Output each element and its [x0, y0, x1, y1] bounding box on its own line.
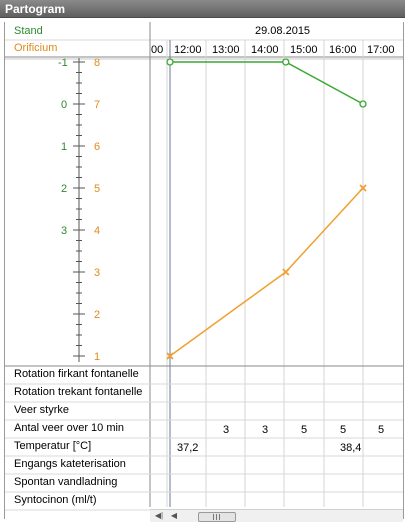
scrollbar-grip-icon: [213, 514, 222, 520]
table-cell-value: 5: [301, 424, 307, 436]
table-row-label: Temperatur [°C]: [14, 440, 92, 452]
stand-tick-label: -1: [58, 57, 68, 69]
stand-tick-label: 1: [61, 141, 67, 153]
x-tick-label: 13:00: [212, 44, 240, 56]
table-row-label: Rotation trekant fontanelle: [14, 386, 143, 398]
x-tick-label: 00: [151, 44, 163, 56]
table-cell-value: 3: [262, 424, 268, 436]
stand-point: [359, 100, 367, 108]
window-titlebar: Partogram: [0, 0, 405, 18]
x-tick-label: 14:00: [251, 44, 279, 56]
table-cell-value: 3: [223, 424, 229, 436]
orificium-point: [359, 184, 367, 192]
stand-tick-label: 3: [61, 225, 67, 237]
scroll-first-icon[interactable]: ◀|: [154, 511, 164, 520]
orificium-legend-label: Orificium: [14, 42, 58, 54]
table-row-label: Rotation firkant fontanelle: [14, 368, 139, 380]
table-cell-value: 37,2: [177, 442, 198, 454]
table-row-label: Engangs kateterisation: [14, 458, 126, 470]
orificium-tick-label: 8: [94, 57, 100, 69]
stand-series-line: [170, 61, 364, 105]
orificium-tick-label: 2: [94, 309, 100, 321]
orificium-point: [282, 268, 290, 276]
x-tick-label: 15:00: [290, 44, 318, 56]
table-row-label: Spontan vandladning: [14, 476, 118, 488]
stand-point: [282, 58, 290, 66]
orificium-tick-label: 6: [94, 141, 100, 153]
orificium-tick-label: 1: [94, 351, 100, 363]
stand-point: [166, 58, 174, 66]
table-row-label: Veer styrke: [14, 404, 70, 416]
window-title: Partogram: [5, 2, 66, 16]
stand-tick-label: 0: [61, 99, 67, 111]
table-cell-value: 38,4: [340, 442, 361, 454]
partogram-frame: [4, 22, 404, 519]
orificium-point: [166, 352, 174, 360]
orificium-tick-label: 7: [94, 99, 100, 111]
date-header: 29.08.2015: [255, 25, 311, 37]
table-row-label: Antal veer over 10 min: [14, 422, 125, 434]
x-tick-label: 12:00: [174, 44, 202, 56]
stand-tick-label: 2: [61, 183, 67, 195]
stand-legend-label: Stand: [14, 25, 43, 37]
x-tick-label: 16:00: [329, 44, 357, 56]
horizontal-scrollbar[interactable]: ◀| ◀: [150, 509, 403, 522]
scroll-left-icon[interactable]: ◀: [170, 511, 178, 520]
orificium-series-line: [169, 187, 364, 357]
table-cell-value: 5: [378, 424, 384, 436]
orificium-tick-label: 4: [94, 225, 100, 237]
orificium-tick-label: 3: [94, 267, 100, 279]
orificium-tick-label: 5: [94, 183, 100, 195]
x-tick-label: 17:00: [367, 44, 395, 56]
table-cell-value: 5: [340, 424, 346, 436]
table-row-label: Syntocinon (ml/t): [14, 494, 97, 506]
